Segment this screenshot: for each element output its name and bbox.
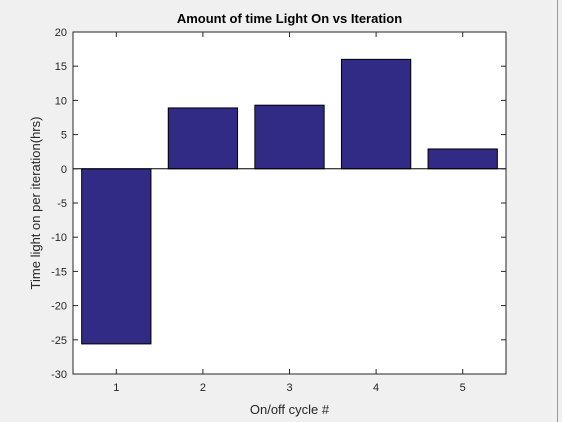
y-tick-label: 20 (55, 27, 67, 39)
y-tick-label: 0 (61, 164, 67, 176)
y-tick-label: 15 (55, 61, 67, 73)
y-tick-label: -15 (51, 266, 67, 278)
y-tick-label: -10 (51, 232, 67, 244)
y-tick-label: -25 (51, 335, 67, 347)
x-tick-label: 5 (460, 382, 466, 394)
bar-3 (254, 104, 325, 170)
x-tick-label: 1 (113, 382, 119, 394)
bars-layer (81, 58, 498, 345)
y-tick-label: 5 (61, 130, 67, 142)
y-tick-label: -30 (51, 369, 67, 381)
x-tick-label: 3 (286, 382, 292, 394)
x-tick-label: 4 (373, 382, 379, 394)
x-ticks: 1 2 3 4 5 (113, 32, 466, 394)
bar-4 (340, 58, 412, 170)
y-tick-label: -20 (51, 301, 67, 313)
y-ticks: -30 -25 -20 -15 -10 -5 0 5 10 15 20 (51, 27, 506, 381)
x-tick-label: 2 (200, 382, 206, 394)
bar-1 (81, 168, 152, 345)
chart-title: Amount of time Light On vs Iteration (177, 11, 402, 26)
bar-2 (167, 107, 239, 170)
right-window-edge (557, 0, 558, 422)
y-tick-label: -5 (57, 198, 67, 210)
bar-5 (427, 148, 498, 170)
y-axis-title: Time light on per iteration(hrs) (28, 117, 43, 290)
x-axis-title: On/off cycle # (250, 402, 330, 417)
y-tick-label: 10 (55, 95, 67, 107)
